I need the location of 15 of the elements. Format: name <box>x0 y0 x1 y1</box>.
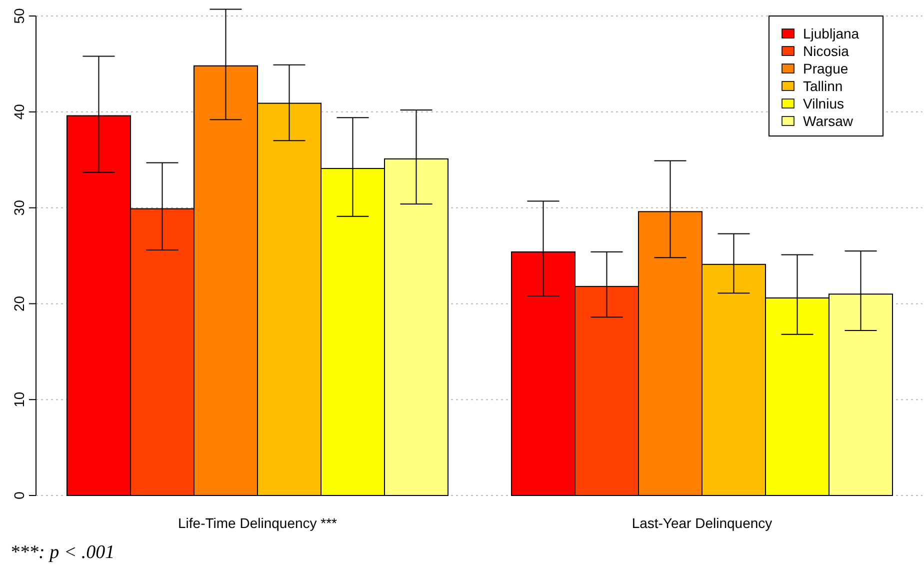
y-tick-label: 30 <box>11 200 27 216</box>
y-tick-label: 10 <box>11 392 27 408</box>
x-tick-label: Last-Year Delinquency <box>632 515 772 531</box>
y-tick-label: 50 <box>11 8 27 24</box>
legend-label: Warsaw <box>803 113 854 129</box>
legend-label: Prague <box>803 60 848 76</box>
y-tick-label: 0 <box>11 491 27 500</box>
legend-label: Ljubljana <box>803 26 860 42</box>
y-tick-label: 40 <box>11 104 27 120</box>
x-tick-label: Life-Time Delinquency *** <box>178 515 338 531</box>
legend-label: Vilnius <box>803 96 844 112</box>
legend-label: Tallinn <box>803 78 843 94</box>
text: ***: p < .001 <box>10 542 115 563</box>
y-tick-label: 20 <box>11 296 27 312</box>
legend-label: Nicosia <box>803 43 850 59</box>
